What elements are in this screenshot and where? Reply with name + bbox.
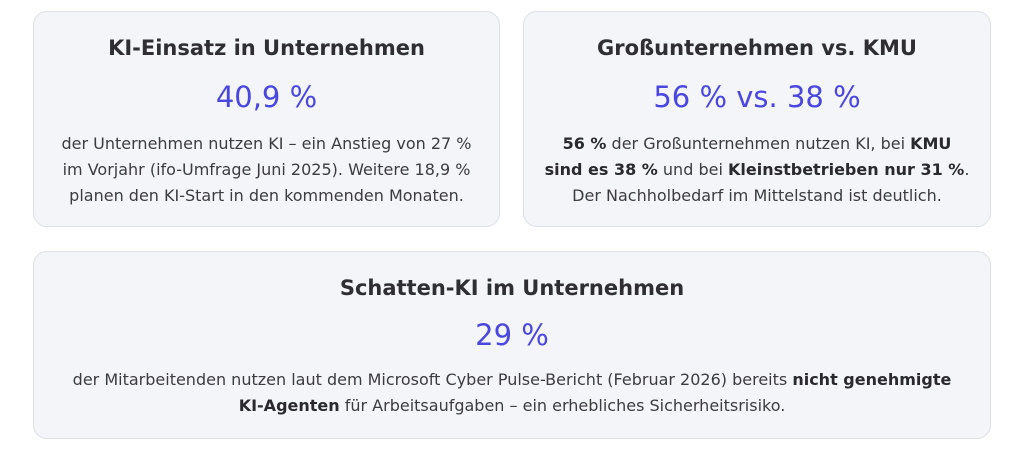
description-highlight: 56 % — [562, 134, 607, 153]
card-title: Großunternehmen vs. KMU — [597, 36, 917, 60]
description-text: der Mitarbeitenden nutzen laut dem Micro… — [72, 370, 793, 389]
stat-card-ki-einsatz: KI-Einsatz in Unternehmen 40,9 % der Unt… — [33, 11, 500, 227]
description-text: der Großunternehmen nutzen KI, bei — [606, 134, 911, 153]
description-line: 56 % der Großunternehmen nutzen KI, bei … — [524, 131, 990, 157]
card-stat-value: 56 % vs. 38 % — [653, 80, 861, 114]
description-line: sind es 38 % und bei Kleinstbetrieben nu… — [524, 157, 990, 183]
description-text: im Vorjahr (ifo-Umfrage Juni 2025). Weit… — [62, 160, 471, 179]
description-text: für Arbeitsaufgaben – ein erhebliches Si… — [339, 396, 786, 415]
description-text: Der Nachholbedarf im Mittelstand ist deu… — [572, 186, 942, 205]
description-text: der Unternehmen nutzen KI – ein Anstieg … — [61, 134, 472, 153]
description-highlight: sind es 38 % — [544, 160, 658, 179]
description-line: KI-Agenten für Arbeitsaufgaben – ein erh… — [34, 393, 990, 419]
description-line: der Unternehmen nutzen KI – ein Anstieg … — [34, 131, 499, 157]
card-stat-value: 29 % — [475, 318, 549, 352]
card-description: der Unternehmen nutzen KI – ein Anstieg … — [34, 131, 499, 209]
description-line: im Vorjahr (ifo-Umfrage Juni 2025). Weit… — [34, 157, 499, 183]
stat-card-schatten-ki: Schatten-KI im Unternehmen 29 % der Mita… — [33, 251, 991, 439]
description-highlight: nicht genehmigte — [792, 370, 952, 389]
description-text: und bei — [657, 160, 728, 179]
description-highlight: KMU — [910, 134, 952, 153]
card-title: KI-Einsatz in Unternehmen — [108, 36, 425, 60]
description-line: planen den KI-Start in den kommenden Mon… — [34, 183, 499, 209]
stat-card-grossunternehmen-vs-kmu: Großunternehmen vs. KMU 56 % vs. 38 % 56… — [523, 11, 991, 227]
description-line: der Mitarbeitenden nutzen laut dem Micro… — [34, 367, 990, 393]
description-highlight: KI-Agenten — [238, 396, 340, 415]
description-text: . — [964, 160, 970, 179]
card-description: 56 % der Großunternehmen nutzen KI, bei … — [524, 131, 990, 209]
description-highlight: Kleinstbetrieben nur 31 % — [727, 160, 965, 179]
card-title: Schatten-KI im Unternehmen — [339, 276, 685, 300]
card-stat-value: 40,9 % — [215, 80, 318, 114]
description-text: planen den KI-Start in den kommenden Mon… — [69, 186, 464, 205]
description-line: Der Nachholbedarf im Mittelstand ist deu… — [524, 183, 990, 209]
card-description: der Mitarbeitenden nutzen laut dem Micro… — [34, 367, 990, 419]
